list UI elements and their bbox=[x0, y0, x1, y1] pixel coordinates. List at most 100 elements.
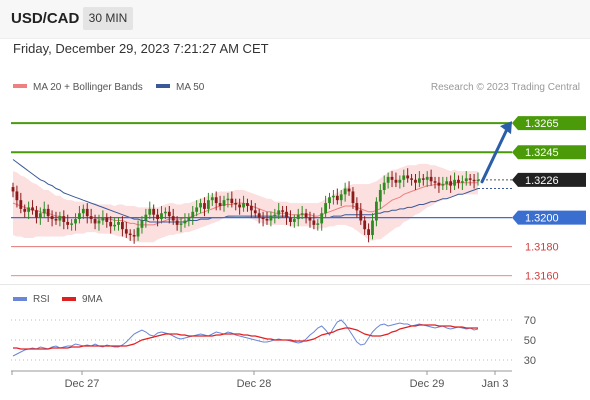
candle-body bbox=[78, 213, 81, 220]
candle-body bbox=[457, 179, 460, 183]
candle-body bbox=[85, 208, 89, 217]
candle-body bbox=[285, 211, 288, 218]
candle-body bbox=[81, 208, 85, 214]
candle-body bbox=[70, 223, 74, 225]
rsi-tick-label: 30 bbox=[524, 355, 536, 367]
candle-body bbox=[390, 176, 394, 180]
candle-body bbox=[359, 210, 363, 221]
level-label: 1.3180 bbox=[525, 242, 559, 254]
candle-body bbox=[425, 176, 429, 180]
legend-label: MA 20 + Bollinger Bands bbox=[33, 82, 143, 93]
candle-body bbox=[163, 211, 167, 214]
candle-body bbox=[335, 195, 339, 201]
candle-body bbox=[195, 207, 199, 212]
candle-body bbox=[234, 203, 238, 205]
candle-body bbox=[187, 217, 191, 221]
candle-body bbox=[23, 208, 27, 212]
candle-body bbox=[253, 210, 257, 214]
candle-body bbox=[27, 207, 31, 212]
legend-swatch bbox=[13, 84, 27, 88]
candle-body bbox=[441, 184, 445, 186]
candle-body bbox=[38, 213, 42, 218]
candle-body bbox=[175, 220, 179, 225]
candle-body bbox=[296, 214, 300, 220]
candle-body bbox=[378, 189, 382, 202]
candle-body bbox=[476, 179, 480, 182]
candle-body bbox=[410, 178, 413, 180]
candle-body bbox=[124, 229, 128, 234]
candle-body bbox=[265, 219, 269, 221]
candle-body bbox=[35, 210, 38, 218]
x-tick-label: Dec 28 bbox=[237, 378, 272, 390]
level-tag-1.32 bbox=[512, 210, 586, 225]
candle-body bbox=[218, 203, 222, 206]
candle-body bbox=[249, 205, 253, 211]
candle-body bbox=[230, 198, 234, 204]
candle-body bbox=[386, 176, 390, 183]
candle-body bbox=[11, 187, 15, 192]
candle-body bbox=[171, 216, 175, 221]
candle-body bbox=[242, 203, 245, 208]
candle-body bbox=[328, 197, 331, 204]
candle-body bbox=[121, 221, 124, 230]
candle-body bbox=[50, 216, 54, 220]
candle-body bbox=[42, 208, 46, 214]
candle-body bbox=[210, 197, 214, 201]
candle-body bbox=[382, 182, 386, 190]
candle-body bbox=[148, 208, 152, 215]
candle-body bbox=[167, 211, 171, 217]
current-price-tag bbox=[512, 172, 586, 187]
candle-body bbox=[74, 219, 77, 224]
candle-body bbox=[97, 220, 101, 224]
candle-body bbox=[371, 220, 374, 236]
candle-body bbox=[433, 181, 437, 183]
candle-body bbox=[109, 221, 113, 227]
interval-badge[interactable]: 30 MIN bbox=[83, 7, 133, 30]
candle-body bbox=[468, 178, 472, 180]
candle-body bbox=[128, 233, 132, 236]
candle-body bbox=[289, 217, 292, 222]
legend-swatch bbox=[156, 84, 170, 88]
candle-body bbox=[417, 178, 421, 183]
candle-body bbox=[191, 211, 195, 218]
source-credit: Research © 2023 Trading Central bbox=[431, 82, 580, 93]
candle-body bbox=[308, 217, 312, 221]
candle-body bbox=[238, 204, 242, 208]
candle-body bbox=[54, 219, 58, 221]
candle-body bbox=[273, 214, 277, 217]
candle-body bbox=[316, 223, 320, 225]
candle-body bbox=[19, 200, 23, 209]
candle-body bbox=[58, 216, 62, 221]
timestamp: Friday, December 29, 2023 7:21:27 AM CET bbox=[13, 41, 269, 56]
candle-body bbox=[214, 197, 218, 204]
candle-body bbox=[101, 217, 105, 221]
candle-body bbox=[144, 214, 148, 221]
candle-body bbox=[402, 175, 406, 180]
candle-body bbox=[394, 179, 398, 183]
projection-arrow-shaft bbox=[480, 125, 510, 184]
candle-body bbox=[347, 188, 351, 192]
candle-body bbox=[15, 191, 19, 201]
candle-body bbox=[464, 178, 468, 182]
candle-body bbox=[62, 216, 66, 222]
candle-body bbox=[355, 203, 359, 211]
candle-body bbox=[222, 200, 226, 206]
candle-body bbox=[203, 203, 206, 209]
candle-body bbox=[304, 213, 308, 218]
candle-body bbox=[429, 176, 433, 182]
candle-body bbox=[152, 208, 156, 215]
candle-body bbox=[246, 203, 249, 206]
osc-legend-swatch bbox=[13, 297, 27, 301]
x-tick-label: Jan 3 bbox=[482, 378, 509, 390]
current-price-label: 1.3226 bbox=[525, 175, 559, 187]
legend-label: MA 50 bbox=[176, 82, 205, 93]
candle-body bbox=[281, 210, 285, 212]
candles bbox=[11, 168, 480, 244]
candle-body bbox=[292, 219, 296, 222]
candle-body bbox=[363, 220, 367, 230]
osc-legend-label: RSI bbox=[33, 294, 50, 305]
panel-divider bbox=[0, 284, 590, 285]
chart-header: USD/CAD 30 MIN bbox=[0, 0, 590, 38]
candle-body bbox=[206, 200, 210, 209]
